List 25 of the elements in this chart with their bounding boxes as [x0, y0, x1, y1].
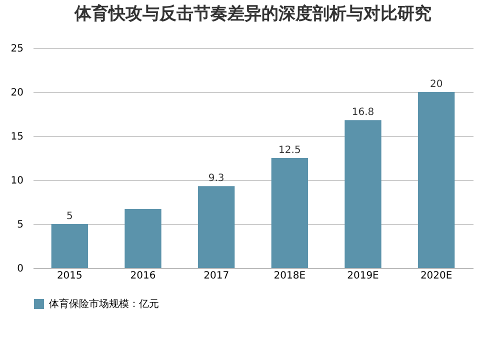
- data-label: 5: [66, 211, 73, 222]
- bar: [124, 209, 162, 268]
- x-tick-label: 2017: [204, 270, 230, 282]
- bar: [198, 186, 235, 268]
- x-tick-label: 2016: [130, 270, 156, 282]
- data-label: 9.3: [208, 173, 224, 184]
- legend-label: 体育保险市场规模：亿元: [49, 298, 159, 310]
- chart-title: 体育快攻与反击节奏差异的深度剖析与对比研究: [74, 3, 432, 24]
- data-label: 12.5: [278, 145, 301, 156]
- data-label: 16.8: [352, 107, 374, 118]
- y-tick-label: 5: [17, 220, 24, 230]
- x-tick-label: 2015: [56, 270, 82, 282]
- y-tick-label: 0: [17, 264, 24, 274]
- x-tick-label: 2019E: [347, 270, 379, 282]
- bar: [51, 224, 88, 268]
- y-tick-label: 10: [10, 176, 24, 186]
- x-tick-label: 2018E: [274, 270, 306, 282]
- bar: [344, 120, 382, 268]
- bar: [418, 92, 455, 268]
- y-tick-label: 20: [10, 88, 24, 98]
- y-tick-label: 15: [10, 132, 24, 142]
- y-tick-label: 25: [10, 44, 24, 54]
- x-tick-label: 2020E: [420, 270, 452, 282]
- bar: [271, 158, 308, 268]
- data-label: 20: [430, 79, 443, 90]
